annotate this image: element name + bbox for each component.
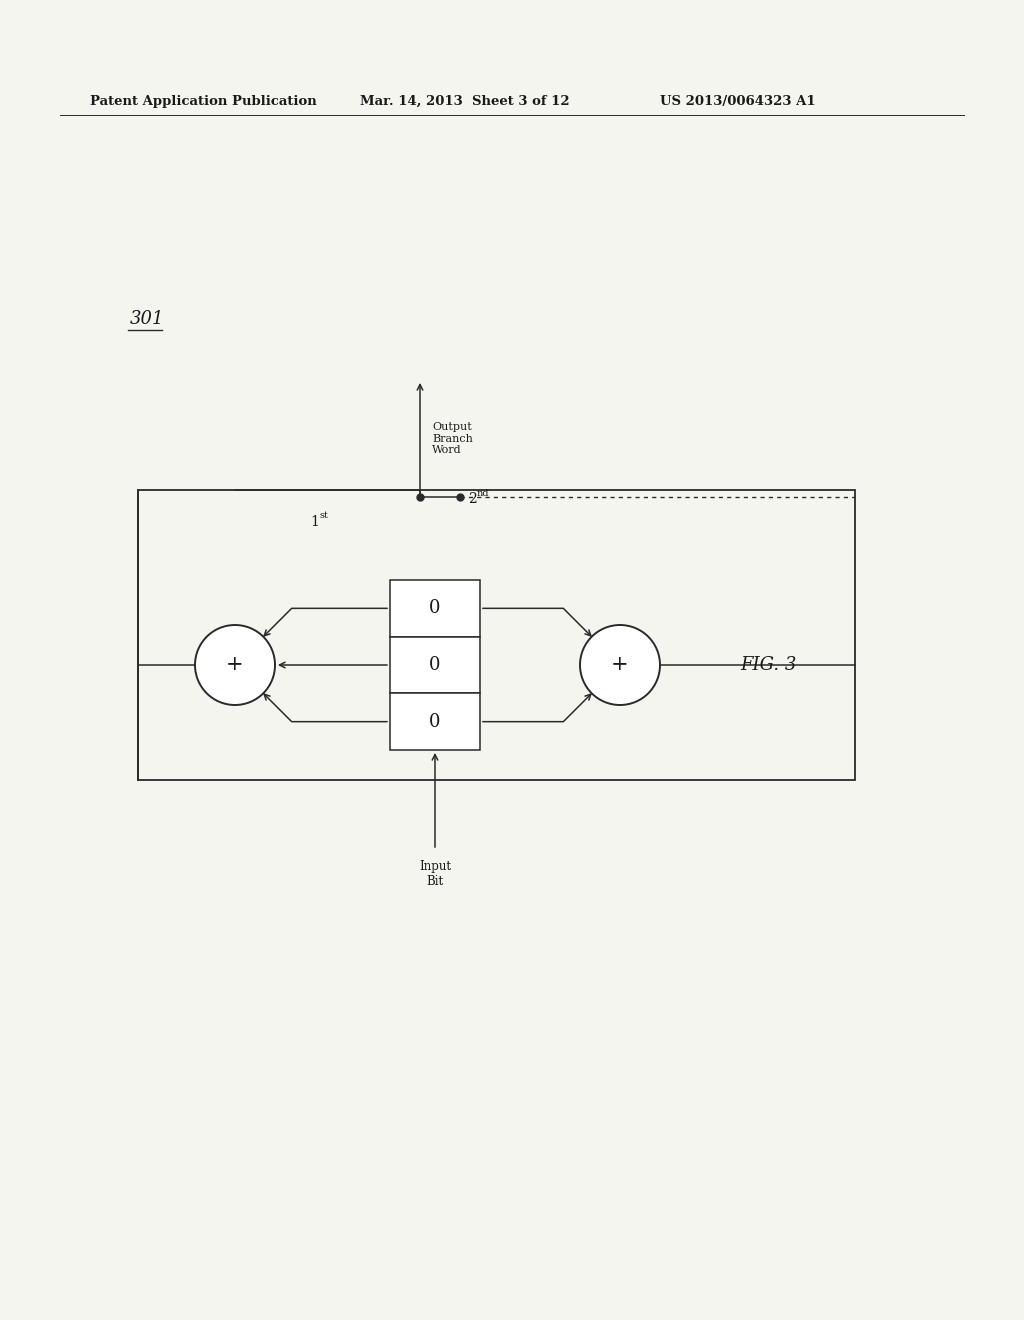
Text: Patent Application Publication: Patent Application Publication xyxy=(90,95,316,108)
Text: st: st xyxy=(319,511,328,520)
Text: Mar. 14, 2013  Sheet 3 of 12: Mar. 14, 2013 Sheet 3 of 12 xyxy=(360,95,569,108)
Ellipse shape xyxy=(195,624,275,705)
Text: FIG. 3: FIG. 3 xyxy=(740,656,797,675)
Text: +: + xyxy=(226,656,244,675)
Text: 2: 2 xyxy=(468,492,477,506)
Text: Input
Bit: Input Bit xyxy=(419,861,451,888)
Text: 0: 0 xyxy=(429,599,440,618)
Bar xyxy=(138,490,855,780)
Bar xyxy=(390,636,480,693)
Text: 301: 301 xyxy=(130,310,165,327)
Text: 0: 0 xyxy=(429,656,440,675)
Text: Output
Branch
Word: Output Branch Word xyxy=(432,422,473,455)
Text: 1: 1 xyxy=(310,515,318,529)
Ellipse shape xyxy=(580,624,660,705)
Text: +: + xyxy=(611,656,629,675)
Text: US 2013/0064323 A1: US 2013/0064323 A1 xyxy=(660,95,816,108)
Text: nd: nd xyxy=(477,488,489,498)
Bar xyxy=(390,693,480,750)
Text: 0: 0 xyxy=(429,713,440,731)
Bar xyxy=(390,579,480,636)
